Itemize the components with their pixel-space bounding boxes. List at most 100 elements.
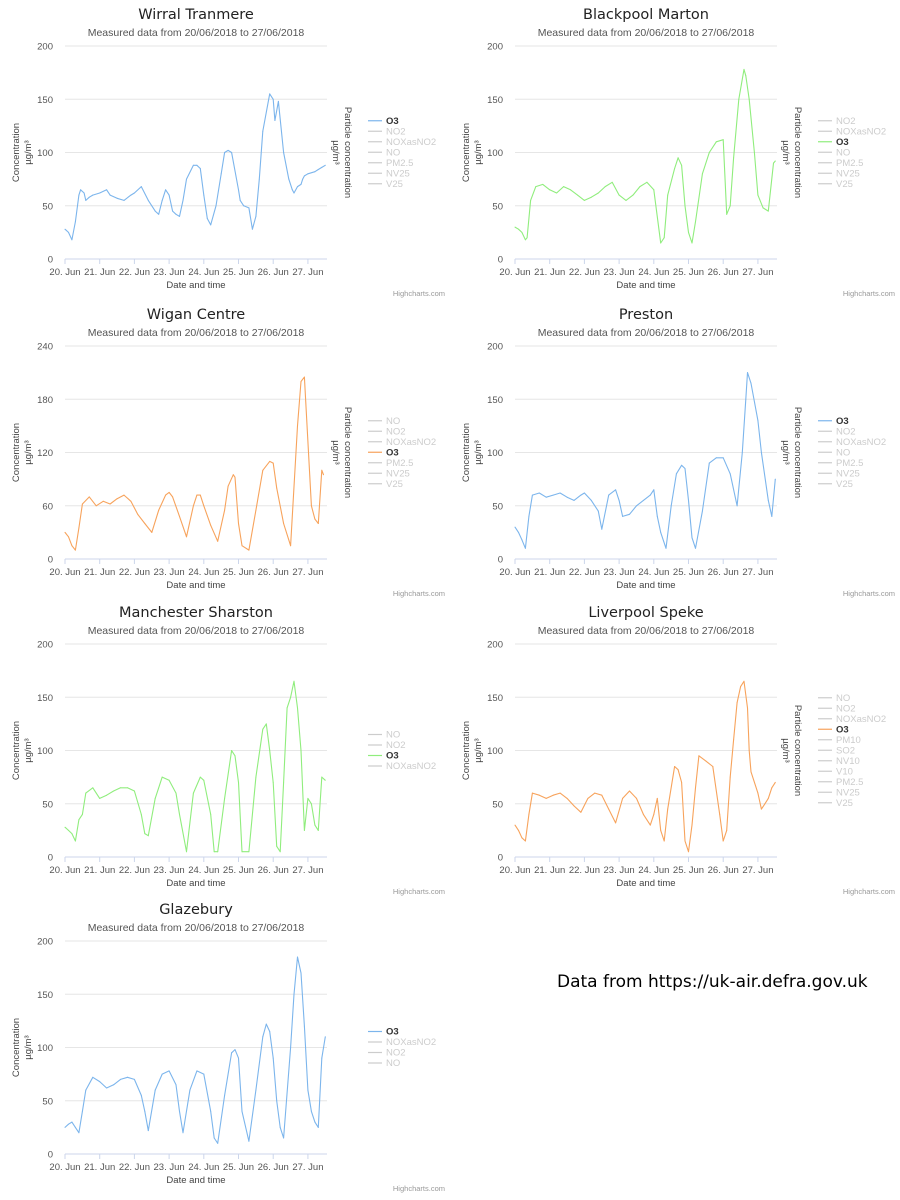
legend-item[interactable]: NO2 bbox=[368, 1048, 406, 1059]
data-point bbox=[231, 1052, 233, 1054]
legend-item[interactable]: NV25 bbox=[368, 468, 410, 479]
legend-item[interactable]: NOXasNO2 bbox=[818, 714, 886, 725]
legend-item[interactable]: NV25 bbox=[368, 168, 410, 179]
legend-item[interactable]: NOXasNO2 bbox=[368, 761, 436, 772]
legend-item[interactable]: NO bbox=[368, 730, 400, 741]
data-point bbox=[622, 797, 624, 799]
legend-item[interactable]: NOXasNO2 bbox=[818, 437, 886, 448]
legend-item[interactable]: O3 bbox=[818, 416, 849, 427]
source-note: Data from https://uk-air.defra.gov.uk bbox=[557, 972, 868, 992]
data-point bbox=[729, 776, 731, 778]
legend-item[interactable]: NO bbox=[368, 1058, 400, 1069]
x-tick-label: 23. Jun bbox=[154, 567, 185, 578]
data-point bbox=[276, 845, 278, 847]
legend-item[interactable]: NV25 bbox=[818, 787, 860, 798]
data-point bbox=[297, 425, 298, 427]
legend-item[interactable]: PM2.5 bbox=[818, 458, 863, 469]
y-tick-label: 200 bbox=[487, 42, 503, 53]
legend-item[interactable]: NOXasNO2 bbox=[368, 437, 436, 448]
y-tick-label: 100 bbox=[487, 746, 503, 757]
y-axis-title: Concentration bbox=[461, 423, 472, 482]
data-point bbox=[210, 813, 212, 815]
legend-item[interactable]: NV25 bbox=[818, 468, 860, 479]
y-tick-label: 60 bbox=[42, 501, 53, 512]
legend-item[interactable]: NO2 bbox=[368, 426, 406, 437]
legend-item[interactable]: NO2 bbox=[818, 116, 856, 127]
legend-item[interactable]: NO bbox=[818, 147, 850, 158]
legend-item[interactable]: NO bbox=[818, 447, 850, 458]
legend-item[interactable]: O3 bbox=[368, 447, 399, 458]
y-tick-label: 0 bbox=[498, 853, 503, 864]
data-point bbox=[279, 1126, 281, 1128]
legend-item[interactable]: V25 bbox=[368, 479, 403, 490]
x-tick-label: 21. Jun bbox=[84, 267, 115, 278]
data-point bbox=[636, 797, 637, 799]
legend-item[interactable]: NO bbox=[368, 147, 400, 158]
x-axis-title: Date and time bbox=[616, 878, 675, 889]
data-point bbox=[241, 1110, 243, 1112]
legend-item[interactable]: NO2 bbox=[818, 426, 856, 437]
data-point bbox=[691, 242, 693, 244]
legend-item[interactable]: V25 bbox=[818, 798, 853, 809]
legend-label: NOXasNO2 bbox=[386, 437, 436, 448]
data-point bbox=[99, 192, 101, 194]
data-point bbox=[210, 224, 212, 226]
data-point bbox=[695, 221, 696, 223]
legend-item[interactable]: NO bbox=[368, 416, 400, 427]
legend-item[interactable]: O3 bbox=[368, 116, 399, 127]
data-point bbox=[85, 1089, 87, 1091]
data-point bbox=[217, 540, 219, 542]
legend-label: NO2 bbox=[386, 126, 406, 137]
data-point bbox=[217, 851, 219, 853]
legend-item[interactable]: NO bbox=[818, 693, 850, 704]
legend-label: NO bbox=[386, 416, 400, 427]
legend-item[interactable]: O3 bbox=[368, 751, 399, 762]
y-tick-label: 150 bbox=[487, 693, 503, 704]
legend-label: V25 bbox=[836, 179, 853, 190]
legend-label: O3 bbox=[386, 447, 399, 458]
x-axis-title: Date and time bbox=[166, 280, 225, 291]
legend-item[interactable]: PM10 bbox=[818, 735, 861, 746]
data-point bbox=[646, 181, 648, 183]
chart-svg: Liverpool Speke Measured data from 20/06/… bbox=[461, 605, 895, 896]
chart-preston: Preston Measured data from 20/06/2018 to … bbox=[450, 300, 895, 600]
legend-item[interactable]: O3 bbox=[818, 724, 849, 735]
legend-item[interactable]: NOXasNO2 bbox=[818, 126, 886, 137]
legend-item[interactable]: PM2.5 bbox=[368, 158, 413, 169]
legend-item[interactable]: NO2 bbox=[368, 126, 406, 137]
legend-item[interactable]: V25 bbox=[368, 179, 403, 190]
legend-item[interactable]: SO2 bbox=[818, 745, 855, 756]
legend-item[interactable]: V25 bbox=[818, 479, 853, 490]
y2-axis-title: Particle concentration bbox=[792, 107, 803, 198]
legend-item[interactable]: O3 bbox=[368, 1027, 399, 1038]
legend-item[interactable]: NV25 bbox=[818, 168, 860, 179]
y-tick-label: 100 bbox=[37, 746, 53, 757]
x-axis-title: Date and time bbox=[166, 1175, 225, 1186]
data-point bbox=[74, 840, 76, 842]
y2-axis-unit: µg/m³ bbox=[780, 440, 791, 464]
data-point bbox=[608, 494, 610, 496]
legend-item[interactable]: V25 bbox=[818, 179, 853, 190]
data-point bbox=[663, 840, 665, 842]
legend-item[interactable]: O3 bbox=[818, 137, 849, 148]
legend-item[interactable]: NOXasNO2 bbox=[368, 1037, 436, 1048]
data-point bbox=[290, 545, 292, 547]
legend-item[interactable]: PM2.5 bbox=[368, 458, 413, 469]
y2-axis-title: Particle concentration bbox=[342, 107, 353, 198]
data-point bbox=[106, 794, 108, 796]
legend-item[interactable]: NOXasNO2 bbox=[368, 137, 436, 148]
legend-item[interactable]: NO2 bbox=[368, 740, 406, 751]
data-point bbox=[78, 194, 80, 196]
legend-item[interactable]: PM2.5 bbox=[818, 777, 863, 788]
x-tick-label: 22. Jun bbox=[119, 267, 150, 278]
data-point bbox=[123, 199, 125, 201]
legend-item[interactable]: PM2.5 bbox=[818, 158, 863, 169]
legend-item[interactable]: V10 bbox=[818, 766, 853, 777]
legend-item[interactable]: NV10 bbox=[818, 756, 860, 767]
data-point bbox=[601, 794, 603, 796]
x-axis-title: Date and time bbox=[166, 878, 225, 889]
legend-item[interactable]: NO2 bbox=[818, 703, 856, 714]
data-point bbox=[78, 1132, 80, 1134]
x-tick-label: 23. Jun bbox=[604, 567, 635, 578]
data-point bbox=[321, 776, 323, 778]
